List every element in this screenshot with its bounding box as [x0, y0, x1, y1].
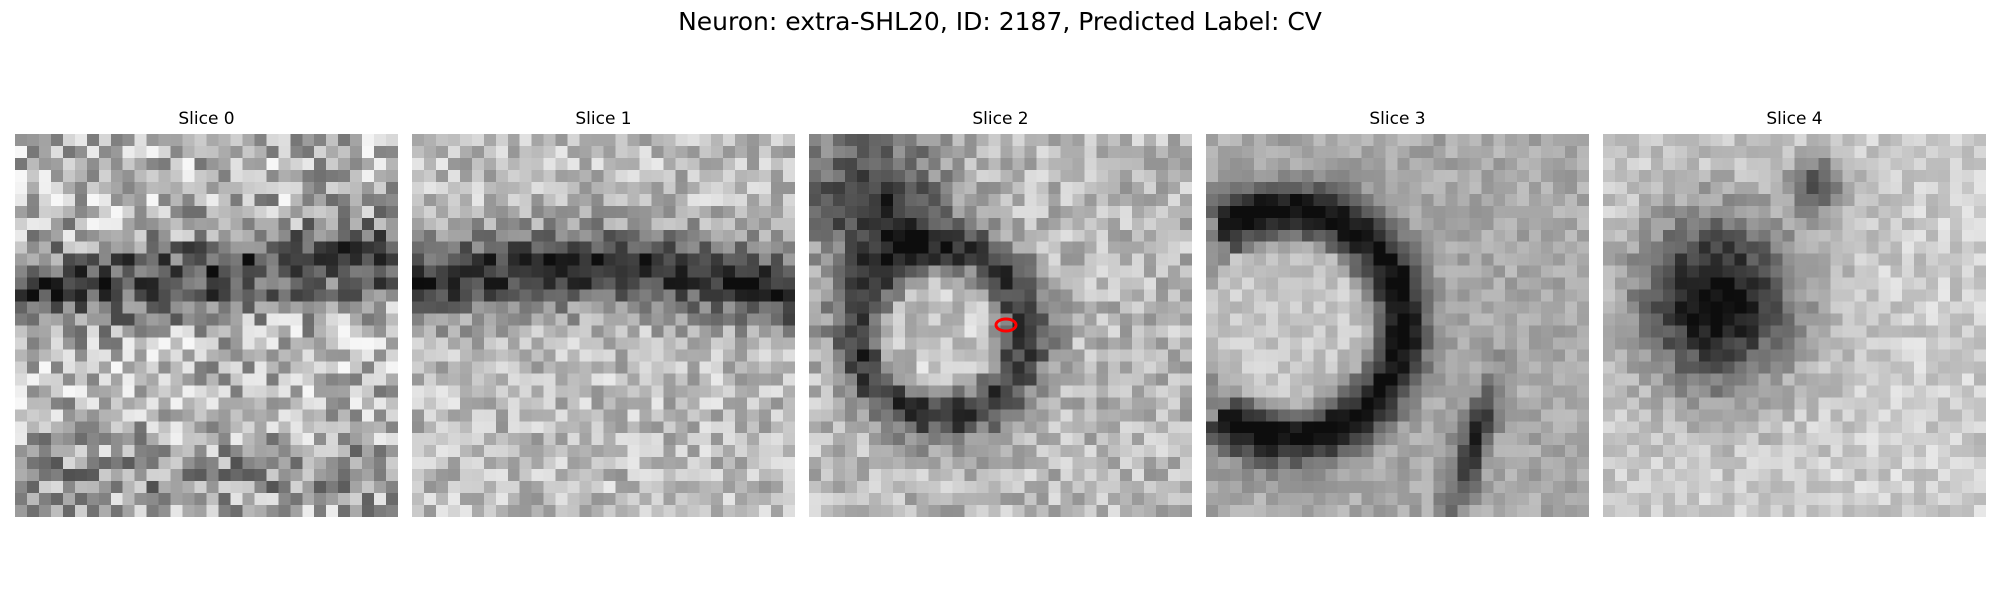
slice-image [412, 134, 795, 517]
slice-panel-2: Slice 2 [809, 108, 1192, 517]
slice-panel-4: Slice 4 [1603, 108, 1986, 517]
slice-label: Slice 3 [1369, 109, 1426, 129]
slice-label: Slice 4 [1766, 109, 1823, 129]
slice-image [15, 134, 398, 517]
slice-image [809, 134, 1192, 517]
slice-image [1603, 134, 1986, 517]
red-marker-ellipse [994, 317, 1018, 333]
slice-label: Slice 0 [178, 109, 235, 129]
slice-label: Slice 1 [575, 109, 632, 129]
slice-label: Slice 2 [972, 109, 1029, 129]
figure-title: Neuron: extra-SHL20, ID: 2187, Predicted… [678, 7, 1322, 36]
slice-panel-3: Slice 3 [1206, 108, 1589, 517]
slice-panel-1: Slice 1 [412, 108, 795, 517]
slice-image [1206, 134, 1589, 517]
slice-panel-0: Slice 0 [15, 108, 398, 517]
